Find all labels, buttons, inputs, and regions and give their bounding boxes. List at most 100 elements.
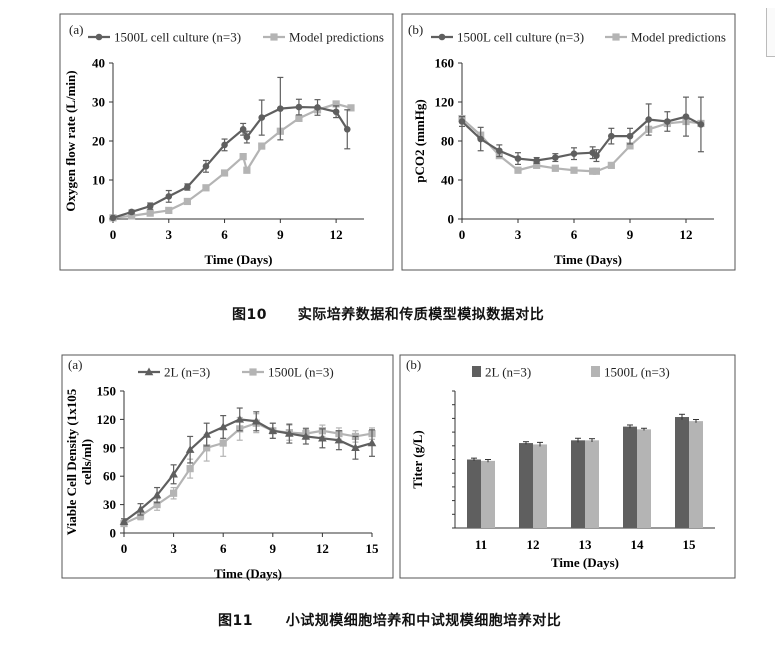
window-edge-scrollbar bbox=[766, 8, 775, 57]
series-2l-n-3- bbox=[119, 407, 377, 526]
y-tick-label: 30 bbox=[92, 95, 105, 110]
y-tick-label: 80 bbox=[441, 134, 454, 149]
y-axis-title-line: cells/ml) bbox=[79, 439, 94, 485]
y-tick-label: 0 bbox=[448, 212, 455, 227]
series-line bbox=[123, 422, 373, 525]
data-point bbox=[367, 438, 377, 447]
data-point bbox=[146, 209, 154, 217]
legend-marker bbox=[249, 368, 257, 376]
data-point bbox=[220, 169, 229, 177]
data-point bbox=[203, 444, 211, 452]
data-point bbox=[514, 166, 522, 174]
data-point bbox=[152, 490, 162, 499]
data-point bbox=[570, 150, 578, 157]
x-tick-label: 6 bbox=[220, 541, 227, 556]
data-point bbox=[351, 443, 360, 451]
bar bbox=[689, 421, 703, 528]
bar bbox=[623, 426, 637, 528]
series-model-predictions bbox=[109, 100, 355, 222]
legend-marker bbox=[438, 33, 446, 41]
data-point bbox=[301, 431, 311, 440]
legend-swatch bbox=[472, 366, 481, 377]
data-point bbox=[136, 504, 145, 513]
chart-viable-cell-density: (a) 0 30 60 90 120 150 0 3 6 9 12 15 Time (Days) Viabl… bbox=[61, 354, 394, 581]
data-point bbox=[128, 208, 135, 216]
x-axis-title: Time (Days) bbox=[214, 566, 282, 581]
panel-label: (b) bbox=[408, 22, 423, 37]
data-point bbox=[682, 113, 690, 120]
bar bbox=[637, 429, 651, 528]
data-point bbox=[343, 126, 351, 133]
figure-10-caption: 图10 实际培养数据和传质模型模拟数据对比 bbox=[232, 304, 544, 324]
x-tick-label: 6 bbox=[571, 227, 578, 242]
data-point bbox=[533, 161, 541, 169]
data-point bbox=[258, 142, 266, 150]
data-point bbox=[185, 445, 195, 453]
data-point bbox=[153, 501, 161, 509]
figure-11-number: 图11 bbox=[218, 613, 253, 629]
y-axis-title: Oxygen flow rate (L/min) bbox=[63, 70, 78, 211]
data-point bbox=[533, 157, 540, 164]
data-point bbox=[219, 439, 227, 447]
bar bbox=[585, 440, 599, 528]
y-tick-label: 20 bbox=[92, 134, 105, 149]
bar bbox=[519, 443, 533, 528]
bar bbox=[571, 440, 585, 528]
x-axis-title: Time (Days) bbox=[204, 252, 272, 267]
series-line bbox=[112, 102, 352, 219]
y-tick-label: 120 bbox=[435, 95, 455, 110]
data-point bbox=[277, 105, 284, 112]
panel-frame bbox=[399, 354, 736, 579]
x-tick-label: 3 bbox=[166, 227, 173, 242]
data-point bbox=[285, 429, 294, 437]
data-point bbox=[202, 430, 211, 438]
data-point bbox=[169, 469, 178, 478]
x-tick-label: 12 bbox=[316, 541, 329, 556]
x-tick-label: 14 bbox=[631, 537, 645, 552]
data-point bbox=[477, 135, 484, 143]
panel-label: (a) bbox=[69, 22, 83, 37]
bar bbox=[675, 417, 689, 528]
x-tick-label: 0 bbox=[110, 227, 117, 242]
x-tick-label: 12 bbox=[330, 227, 343, 242]
legend-label: Model predictions bbox=[289, 30, 384, 45]
legend-marker bbox=[144, 367, 154, 376]
data-point bbox=[243, 133, 251, 141]
data-point bbox=[334, 435, 344, 444]
data-point bbox=[626, 142, 634, 150]
y-axis-title: Viable Cell Density (1x105cells/ml) bbox=[64, 388, 94, 535]
data-point bbox=[314, 104, 321, 111]
data-point bbox=[332, 100, 340, 108]
data-point bbox=[127, 212, 136, 220]
panel-label: (b) bbox=[406, 357, 421, 372]
data-point bbox=[514, 155, 522, 162]
y-axis-title: pCO2 (mmHg) bbox=[412, 99, 427, 182]
y-tick-label: 60 bbox=[103, 469, 116, 484]
data-point bbox=[186, 465, 194, 473]
data-point bbox=[552, 154, 559, 161]
y-tick-label: 10 bbox=[92, 173, 105, 188]
data-point bbox=[607, 161, 615, 169]
legend-label: 2L (n=3) bbox=[164, 365, 210, 380]
data-point bbox=[295, 114, 303, 122]
data-point bbox=[592, 167, 600, 175]
data-point bbox=[589, 167, 597, 175]
legend-label: 1500L cell culture (n=3) bbox=[114, 30, 241, 45]
data-point bbox=[593, 152, 600, 159]
x-tick-label: 11 bbox=[475, 537, 487, 552]
data-point bbox=[645, 116, 652, 123]
data-point bbox=[332, 108, 340, 116]
panel-label: (a) bbox=[68, 357, 82, 372]
bar bbox=[533, 444, 547, 528]
data-point bbox=[235, 414, 245, 423]
data-point bbox=[170, 489, 178, 497]
legend-label: Model predictions bbox=[631, 30, 726, 45]
data-point bbox=[136, 512, 145, 520]
data-point bbox=[458, 118, 466, 125]
data-point bbox=[295, 103, 303, 111]
panel-frame bbox=[59, 13, 394, 271]
data-point bbox=[239, 126, 247, 133]
panel-frame bbox=[401, 13, 736, 271]
chart-pco2: (b) 0 40 80 120 160 0 3 6 9 12 Time (Days) pCO2 (mmH… bbox=[401, 13, 736, 271]
